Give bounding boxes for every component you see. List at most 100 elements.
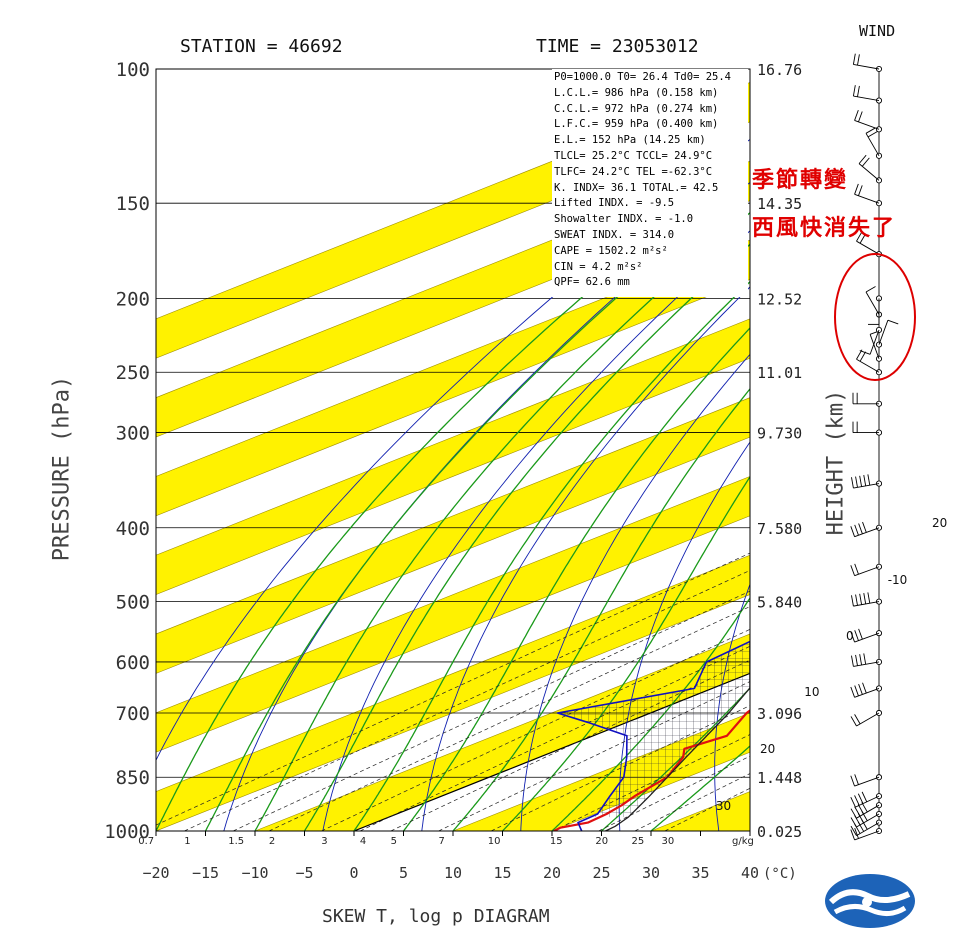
wind-barb-feather xyxy=(859,350,871,355)
wind-barb-feather xyxy=(859,654,863,666)
wind-barb-feather xyxy=(858,628,863,640)
annotation-line-2: 西風快消失了 xyxy=(752,215,897,241)
stat-el: E.L.= 152 hPa (14.25 km) xyxy=(554,134,706,147)
y-axis-title: PRESSURE (hPa) xyxy=(49,375,75,562)
wind-barb-feather xyxy=(863,475,867,487)
stat-lifted-index: Lifted INDX. = -9.5 xyxy=(554,197,675,210)
cwb-logo xyxy=(825,874,915,928)
stat-qpf: QPF= 62.6 mm xyxy=(554,276,630,289)
x-axis-unit: (°C) xyxy=(763,866,797,882)
dry-adiabat xyxy=(421,286,750,831)
isotherm-band xyxy=(156,555,750,831)
wind-barb-feather xyxy=(865,127,876,134)
height-tick-label: 9.730 xyxy=(757,425,802,443)
wind-barb-feather xyxy=(857,54,860,66)
dry-adiabat xyxy=(156,138,750,762)
isotherm-line xyxy=(156,594,750,831)
moist-adiabat xyxy=(204,202,729,831)
isotherm-label: 10 xyxy=(804,685,819,699)
stat-p0: P0=1000.0 T0= 26.4 Td0= 25.4 xyxy=(554,71,732,83)
wind-barb-feather xyxy=(863,653,867,665)
wind-barb-staff xyxy=(853,601,880,607)
wind-barb-feather xyxy=(854,714,861,725)
mixing-ratio-label: 0.7 xyxy=(138,836,154,847)
mixing-ratio-label: 10 xyxy=(488,836,501,847)
isotherm-label: 30 xyxy=(716,799,731,813)
wind-barb-feather xyxy=(861,157,870,167)
wind-barb-staff xyxy=(856,240,880,255)
mixing-ratio-unit: g/kg xyxy=(732,836,754,847)
mixing-ratio-label: 1.5 xyxy=(228,836,244,847)
stability-indices-box: P0=1000.0 T0= 26.4 Td0= 25.4 L.C.L.= 986… xyxy=(552,69,748,297)
wind-barb-feather xyxy=(850,526,855,537)
x-tick-label: 5 xyxy=(399,864,408,882)
isotherm-line xyxy=(156,554,750,792)
wind-barb-staff xyxy=(858,163,880,181)
wind-barb-feather xyxy=(867,131,878,138)
wind-barb-staff xyxy=(856,712,880,727)
wind-barb-staff xyxy=(854,527,880,538)
wind-barb-feather xyxy=(850,817,857,828)
height-tick-label: 11.01 xyxy=(757,364,802,382)
stat-tlfc: TLFC= 24.2°C TEL =-62.3°C xyxy=(554,165,713,178)
x-axis-title: SKEW T, log p DIAGRAM xyxy=(322,906,550,927)
wind-barb-staff xyxy=(878,320,889,345)
stat-k-index: K. INDX= 36.1 TOTAL.= 42.5 xyxy=(554,181,719,194)
wind-barb-feather xyxy=(854,524,859,536)
wind-barb-feather xyxy=(854,563,859,575)
wind-barb-feather xyxy=(851,477,854,489)
mixing-ratio-line xyxy=(491,705,750,831)
pressure-tick-label: 500 xyxy=(116,592,150,614)
mixing-ratio-label: 15 xyxy=(550,836,563,847)
wind-label: WIND xyxy=(859,22,896,40)
x-tick-label: 10 xyxy=(444,864,462,882)
temperature-trace xyxy=(556,640,750,831)
isotherm-band xyxy=(156,476,750,753)
x-tick-label: 25 xyxy=(592,864,610,882)
mixing-ratio-label: 30 xyxy=(662,836,675,847)
wind-barb-feather xyxy=(859,593,863,605)
time-label: TIME = 23053012 xyxy=(536,36,699,57)
stat-sweat: SWEAT INDX. = 314.0 xyxy=(554,228,675,241)
wind-barb-staff xyxy=(854,776,880,787)
wind-barb-staff xyxy=(853,661,880,667)
wind-barb-staff xyxy=(854,120,880,130)
pressure-tick-label: 200 xyxy=(116,288,150,310)
wind-barb-feather xyxy=(861,791,868,803)
wind-barb-feather xyxy=(858,523,863,534)
pressure-tick-label: 150 xyxy=(116,193,150,215)
height-tick-label: 1.448 xyxy=(757,769,802,787)
dry-adiabat xyxy=(322,230,750,831)
dewpoint-trace xyxy=(553,709,750,831)
wind-barb-feather xyxy=(854,183,859,195)
wind-barb-staff xyxy=(853,95,880,101)
wind-barb-feather xyxy=(851,595,854,607)
wind-barb-staff xyxy=(854,193,880,204)
wind-barb-staff xyxy=(865,291,880,315)
wind-barb-feather xyxy=(854,630,859,641)
pressure-tick-label: 700 xyxy=(116,703,150,725)
height-tick-label: 14.35 xyxy=(757,195,802,213)
wind-barb-feather xyxy=(850,565,855,576)
wind-barb-staff xyxy=(856,358,880,373)
wind-barb-feather xyxy=(850,716,857,727)
isotherm-label: -10 xyxy=(888,573,908,587)
moist-adiabat xyxy=(502,475,750,831)
isotherm-label: 20 xyxy=(932,516,947,530)
height-tick-label: 3.096 xyxy=(757,705,802,723)
wind-barb-feather xyxy=(862,521,867,533)
height-tick-label: 7.580 xyxy=(757,520,802,538)
isotherm-band xyxy=(156,397,750,674)
isotherm-line xyxy=(156,279,750,517)
wind-barb-feather xyxy=(857,804,865,815)
isotherm-line xyxy=(156,436,750,674)
wind-barb-feather xyxy=(854,795,860,806)
x-tick-label: 0 xyxy=(349,864,358,882)
wind-barb-feather xyxy=(855,476,858,488)
stat-lfc: L.F.C.= 959 hPa (0.400 km) xyxy=(554,118,719,131)
wind-barb-feather xyxy=(857,793,864,804)
annotation-circle xyxy=(834,253,916,381)
pressure-tick-label: 400 xyxy=(116,518,150,540)
x-tick-label: 15 xyxy=(493,864,511,882)
